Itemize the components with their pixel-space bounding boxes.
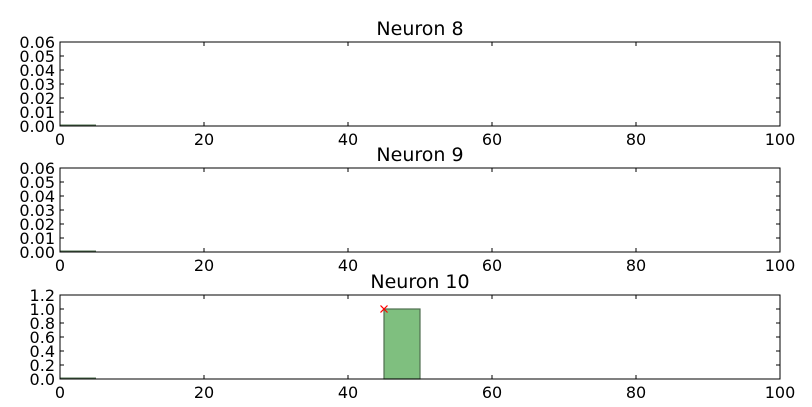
y-tick-label: 0.0 [30,370,55,389]
subplot-title: Neuron 8 [376,18,463,40]
x-tick-label: 40 [338,383,358,402]
plot-area [60,168,780,252]
x-tick-label: 20 [194,383,214,402]
x-tick-label: 0 [55,256,65,275]
x-tick-label: 40 [338,256,358,275]
marker-stroke [380,305,388,313]
y-tick-label: 0.04 [19,187,55,206]
y-tick-label: 0.05 [19,173,55,192]
y-tick-label: 0.03 [19,75,55,94]
x-tick-label: 80 [626,256,646,275]
subplot-title: Neuron 9 [376,144,463,166]
subplot-title: Neuron 10 [370,271,469,293]
x-tick-label: 100 [765,130,796,149]
subplot-neuron-8: Neuron 8 0 20 40 60 80 1000.000.010.020.030.0… [19,18,795,149]
subplot-neuron-10: Neuron 10 0 20 40 60 80 100 0.00.20.40.60.81.0… [30,271,796,402]
y-tick-label: 0.00 [19,117,55,136]
x-tick-label: 100 [765,383,796,402]
y-tick-label: 0.01 [19,229,55,248]
x-tick-label: 80 [626,130,646,149]
spike-marker [380,305,388,313]
y-tick-label: 0.02 [19,89,55,108]
x-tick-label: 80 [626,383,646,402]
y-tick-label: 0.03 [19,201,55,220]
y-tick-label: 1.2 [30,286,55,305]
x-tick-label: 60 [482,130,502,149]
x-tick-label: 100 [765,256,796,275]
x-tick-label: 0 [55,130,65,149]
plot-area [60,42,780,126]
y-tick-label: 0.02 [19,215,55,234]
y-tick-label: 0.00 [19,243,55,262]
y-tick-label: 0.04 [19,61,55,80]
y-tick-label: 0.06 [19,33,55,52]
subplot-neuron-9: Neuron 9 0 20 40 60 80 1000.000.010.020.030.0… [19,144,795,275]
histogram-bar [383,308,421,380]
y-tick-label: 0.2 [30,356,55,375]
x-tick-label: 40 [338,130,358,149]
y-tick-label: 0.6 [30,328,55,347]
y-tick-label: 0.05 [19,47,55,66]
x-tick-label: 20 [194,256,214,275]
x-tick-label: 60 [482,383,502,402]
x-tick-label: 60 [482,256,502,275]
x-tick-label: 20 [194,130,214,149]
y-tick-label: 0.4 [30,342,55,361]
x-tick-label: 0 [55,383,65,402]
y-tick-label: 1.0 [30,300,55,319]
y-tick-label: 0.06 [19,159,55,178]
y-tick-label: 0.8 [30,314,55,333]
y-tick-label: 0.01 [19,103,55,122]
